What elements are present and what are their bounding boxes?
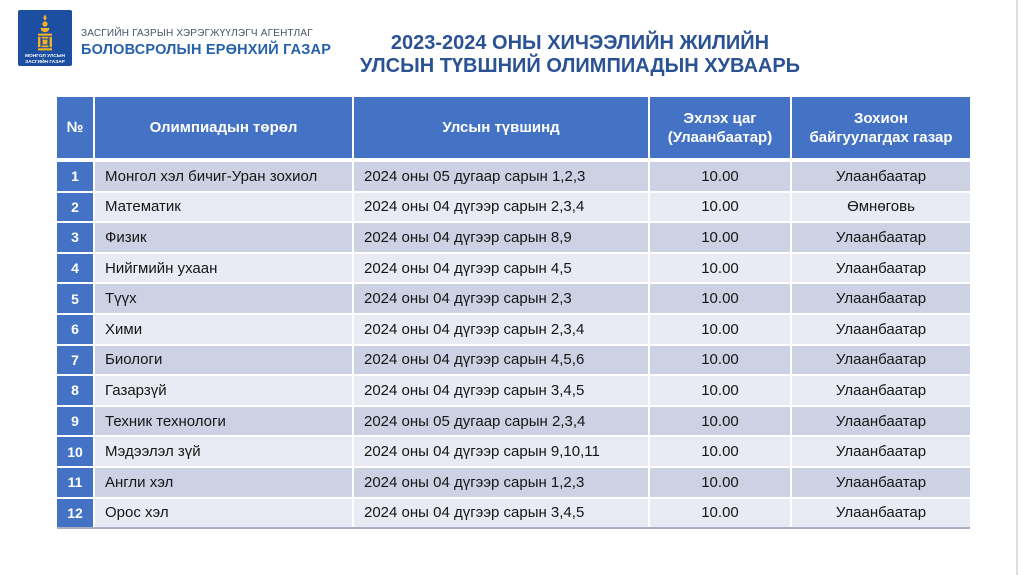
logo-org-line2: ЗАСГИЙН ГАЗАР [25,57,66,65]
location-cell: Улаанбаатар [792,437,970,466]
table-header-row: № Олимпиадын төрөл Улсын түвшинд Эхлэх ц… [57,97,970,158]
row-number-cell: 5 [57,284,93,313]
date-cell: 2024 оны 05 дугаар сарын 1,2,3 [354,162,648,191]
date-cell: 2024 оны 04 дүгээр сарын 3,4,5 [354,498,648,528]
location-cell: Улаанбаатар [792,376,970,405]
location-cell: Улаанбаатар [792,284,970,313]
logo-org-line1: МОНГОЛ УЛСЫН [25,53,65,59]
government-logo: МОНГОЛ УЛСЫН ЗАСГИЙН ГАЗАР [18,10,72,66]
subject-cell: Техник технологи [95,406,352,436]
table-row: 10 Мэдээлэл зүй 2024 оны 04 дүгээр сарын… [57,437,970,466]
table-row: 7 Биологи 2024 оны 04 дүгээр сарын 4,5,6… [57,345,970,375]
time-cell: 10.00 [650,192,790,222]
page-title-line1: 2023-2024 ОНЫ ХИЧЭЭЛИЙН ЖИЛИЙН [390,32,770,54]
page-title-line2: УЛСЫН ТҮВШНИЙ ОЛИМПИАДЫН ХУВААРЬ [359,55,801,77]
agency-block: ЗАСГИЙН ГАЗРЫН ХЭРЭГЖҮҮЛЭГЧ АГЕНТЛАГ БОЛ… [81,28,331,58]
location-cell: Улаанбаатар [792,223,970,252]
date-cell: 2024 оны 04 дүгээр сарын 3,4,5 [354,376,648,405]
date-cell: 2024 оны 05 дугаар сарын 2,3,4 [354,406,648,436]
location-cell: Улаанбаатар [792,314,970,344]
time-cell: 10.00 [650,223,790,252]
time-cell: 10.00 [650,253,790,283]
table-body: 1 Монгол хэл бичиг-Уран зохиол 2024 оны … [57,162,970,530]
row-number-cell: 11 [57,467,93,497]
table-row: 8 Газарзүй 2024 оны 04 дүгээр сарын 3,4,… [57,376,970,405]
table-row: 2 Математик 2024 оны 04 дүгээр сарын 2,3… [57,192,970,222]
slide-edge-line [1016,0,1018,575]
row-number-cell: 8 [57,376,93,405]
subject-cell: Газарзүй [95,376,352,405]
time-cell: 10.00 [650,314,790,344]
row-number-cell: 1 [57,162,93,191]
col-header-number: № [57,97,93,158]
time-cell: 10.00 [650,406,790,436]
row-number-cell: 3 [57,223,93,252]
row-number-cell: 12 [57,498,93,528]
subject-cell: Биологи [95,345,352,375]
time-cell: 10.00 [650,284,790,313]
time-cell: 10.00 [650,467,790,497]
location-cell: Улаанбаатар [792,498,970,528]
location-cell: Улаанбаатар [792,253,970,283]
date-cell: 2024 оны 04 дүгээр сарын 2,3 [354,284,648,313]
table-row: 5 Түүх 2024 оны 04 дүгээр сарын 2,3 10.0… [57,284,970,313]
table-row: 3 Физик 2024 оны 04 дүгээр сарын 8,9 10.… [57,223,970,252]
time-cell: 10.00 [650,498,790,528]
date-cell: 2024 оны 04 дүгээр сарын 4,5 [354,253,648,283]
subject-cell: Англи хэл [95,467,352,497]
time-cell: 10.00 [650,437,790,466]
location-cell: Улаанбаатар [792,345,970,375]
row-number-cell: 9 [57,406,93,436]
date-cell: 2024 оны 04 дүгээр сарын 2,3,4 [354,192,648,222]
subject-cell: Түүх [95,284,352,313]
time-cell: 10.00 [650,345,790,375]
row-number-cell: 2 [57,192,93,222]
row-number-cell: 4 [57,253,93,283]
subject-cell: Монгол хэл бичиг-Уран зохиол [95,162,352,191]
time-cell: 10.00 [650,162,790,191]
agency-superior-label: ЗАСГИЙН ГАЗРЫН ХЭРЭГЖҮҮЛЭГЧ АГЕНТЛАГ [81,28,313,39]
row-number-cell: 7 [57,345,93,375]
subject-cell: Орос хэл [95,498,352,528]
row-number-cell: 6 [57,314,93,344]
table-row: 12 Орос хэл 2024 оны 04 дүгээр сарын 3,4… [57,498,970,528]
date-cell: 2024 оны 04 дүгээр сарын 4,5,6 [354,345,648,375]
table-row: 11 Англи хэл 2024 оны 04 дүгээр сарын 1,… [57,467,970,497]
date-cell: 2024 оны 04 дүгээр сарын 8,9 [354,223,648,252]
col-header-location: Зохион байгуулагдах газар [792,97,970,158]
agency-name-label: БОЛОВСРОЛЫН ЕРӨНХИЙ ГАЗАР [81,42,332,58]
col-header-subject: Олимпиадын төрөл [95,97,352,158]
row-number-cell: 10 [57,437,93,466]
soyombo-icon: МОНГОЛ УЛСЫН ЗАСГИЙН ГАЗАР [18,10,72,66]
date-cell: 2024 оны 04 дүгээр сарын 9,10,11 [354,437,648,466]
page-title: 2023-2024 ОНЫ ХИЧЭЭЛИЙН ЖИЛИЙН УЛСЫН ТҮВ… [300,32,860,78]
table-row: 9 Техник технологи 2024 оны 05 дугаар са… [57,406,970,436]
date-cell: 2024 оны 04 дүгээр сарын 2,3,4 [354,314,648,344]
subject-cell: Мэдээлэл зүй [95,437,352,466]
col-header-date: Улсын түвшинд [354,97,648,158]
table-row: 4 Нийгмийн ухаан 2024 оны 04 дүгээр сары… [57,253,970,283]
location-cell: Улаанбаатар [792,467,970,497]
table-row: 1 Монгол хэл бичиг-Уран зохиол 2024 оны … [57,162,970,191]
table-row: 6 Хими 2024 оны 04 дүгээр сарын 2,3,4 10… [57,314,970,344]
subject-cell: Физик [95,223,352,252]
col-header-time: Эхлэх цаг (Улаанбаатар) [650,97,790,158]
date-cell: 2024 оны 04 дүгээр сарын 1,2,3 [354,467,648,497]
subject-cell: Математик [95,192,352,222]
location-cell: Улаанбаатар [792,406,970,436]
location-cell: Улаанбаатар [792,162,970,191]
olympiad-schedule-table: № Олимпиадын төрөл Улсын түвшинд Эхлэх ц… [57,97,970,530]
location-cell: Өмнөговь [792,192,970,222]
time-cell: 10.00 [650,376,790,405]
subject-cell: Хими [95,314,352,344]
subject-cell: Нийгмийн ухаан [95,253,352,283]
